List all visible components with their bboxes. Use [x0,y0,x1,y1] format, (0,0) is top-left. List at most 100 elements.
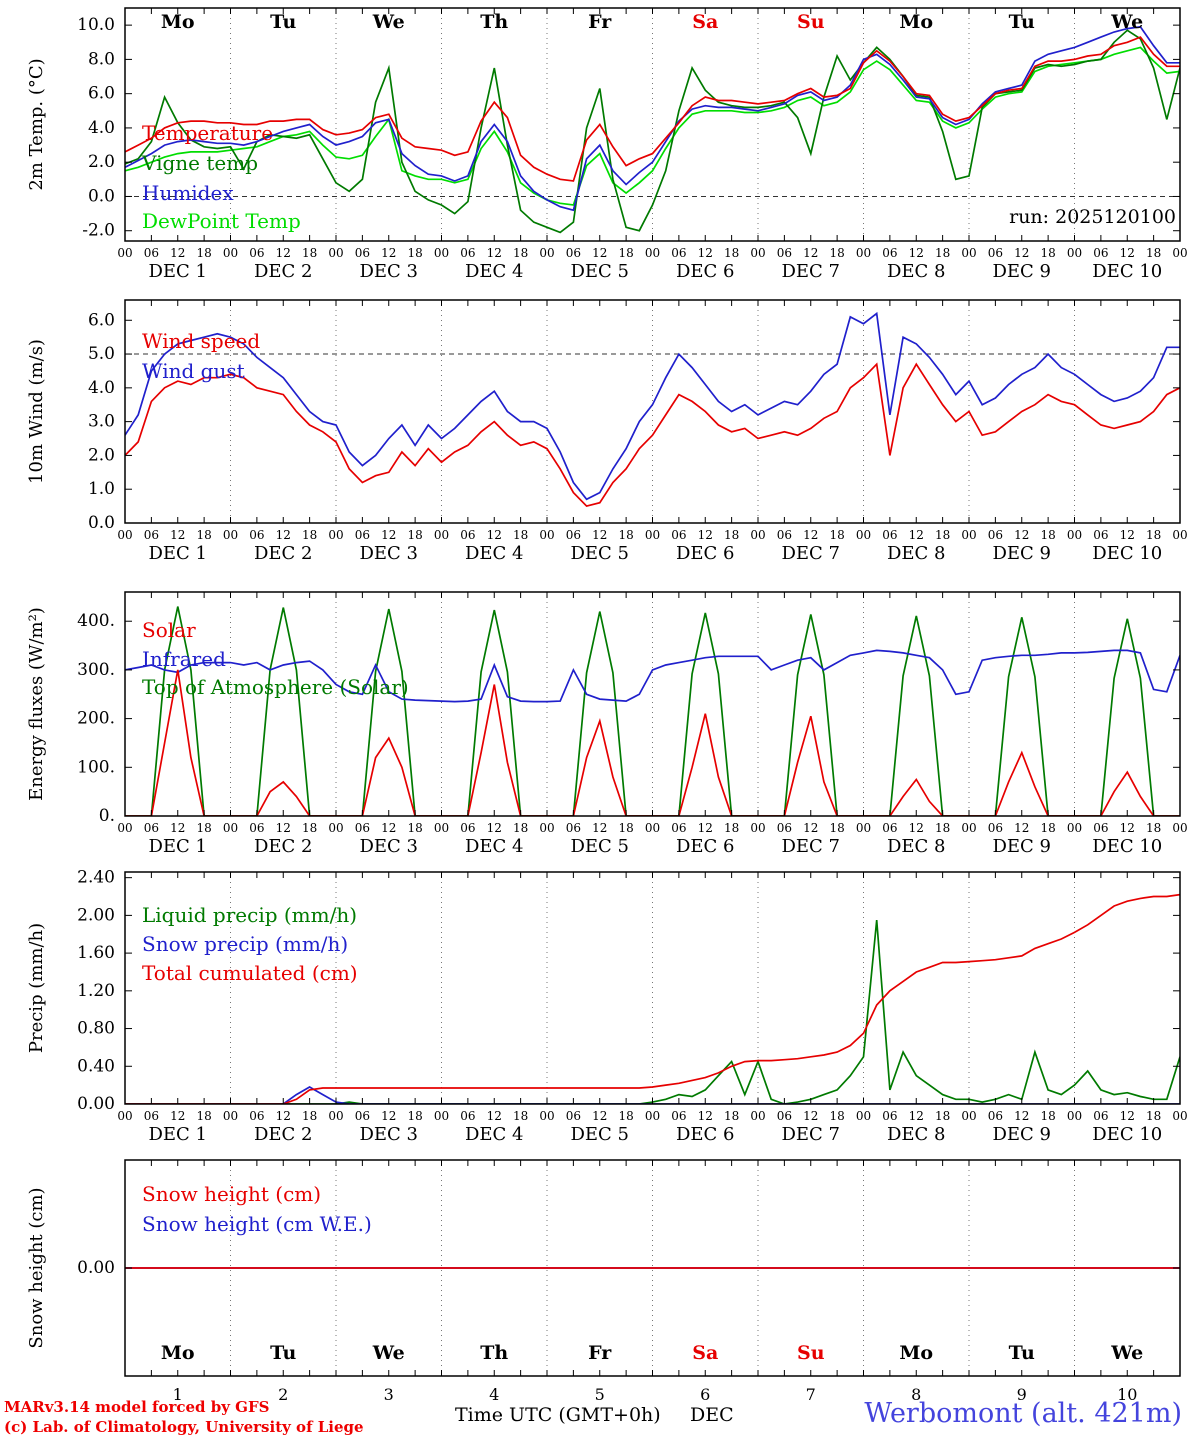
hour-tick-label: 12 [698,246,713,260]
hour-tick-label: 06 [671,246,686,260]
hour-tick-label: 12 [592,528,607,542]
date-label: DEC 6 [676,543,735,564]
hour-tick-label: 18 [513,528,528,542]
hour-tick-label: 12 [1120,528,1135,542]
hour-tick-label: 00 [223,821,238,835]
date-label: DEC 10 [1092,836,1162,857]
hour-tick-label: 18 [1146,821,1161,835]
date-label: DEC 10 [1092,261,1162,282]
hour-tick-label: 00 [539,1109,554,1123]
hour-tick-label: 12 [909,1109,924,1123]
hour-tick-label: 06 [1093,528,1108,542]
hour-tick-label: 18 [935,246,950,260]
credit-line-2: (c) Lab. of Climatology, University of L… [4,1418,364,1436]
hour-tick-label: 12 [487,821,502,835]
hour-tick-label: 06 [777,528,792,542]
date-label: DEC 6 [676,1124,735,1145]
date-label: DEC 9 [992,1124,1051,1145]
hour-tick-label: 18 [302,821,317,835]
date-label: DEC 5 [570,836,629,857]
hour-tick-label: 00 [961,821,976,835]
hour-tick-label: 12 [909,821,924,835]
date-label: DEC 4 [465,261,524,282]
hour-tick-label: 00 [645,528,660,542]
hour-tick-label: 06 [249,821,264,835]
date-label: DEC 2 [254,261,313,282]
hour-tick-label: 18 [407,821,422,835]
hour-tick-label: 00 [117,246,132,260]
day-number-label: 7 [806,1385,816,1404]
hour-tick-label: 12 [1120,1109,1135,1123]
day-number-label: 10 [1117,1385,1137,1404]
hour-tick-label: 12 [803,246,818,260]
y-tick-label: 2.40 [77,868,115,888]
hour-tick-label: 12 [909,246,924,260]
date-label: DEC 9 [992,836,1051,857]
date-label: DEC 2 [254,543,313,564]
weekday-label: We [1110,11,1143,33]
hour-tick-label: 12 [1014,821,1029,835]
series-wind-speed [125,362,1180,508]
hour-tick-label: 06 [144,1109,159,1123]
station-label: Werbomont (alt. 421m) [864,1398,1182,1429]
hour-tick-label: 18 [1040,528,1055,542]
legend-vigne-temp: Vigne temp [141,151,258,175]
hour-tick-label: 18 [196,528,211,542]
hour-tick-label: 06 [1093,1109,1108,1123]
date-label: DEC 8 [887,1124,946,1145]
hour-tick-label: 00 [434,821,449,835]
hour-tick-label: 06 [1093,246,1108,260]
date-label: DEC 3 [359,261,418,282]
y-axis-title: Snow height (cm) [26,1187,47,1348]
y-tick-label: 1.20 [77,981,115,1001]
hour-tick-label: 06 [460,1109,475,1123]
hour-tick-label: 18 [935,821,950,835]
hour-tick-label: 06 [671,821,686,835]
hour-tick-label: 12 [1014,528,1029,542]
hour-tick-label: 12 [803,821,818,835]
hour-tick-label: 00 [750,1109,765,1123]
hour-tick-label: 06 [460,528,475,542]
panel-snowheight: 0.00 Snow height (cm) Snow height (cm W.E.… [26,1159,1181,1377]
hour-tick-label: 00 [645,821,660,835]
hour-tick-label: 00 [1067,528,1082,542]
hour-tick-label: 06 [355,821,370,835]
legend-top-of-atmosphere-solar: Top of Atmosphere (Solar) [142,675,409,699]
hour-tick-label: 06 [988,528,1003,542]
hour-tick-label: 06 [355,528,370,542]
date-label: DEC 3 [359,1124,418,1145]
weekday-label: Tu [1009,11,1035,33]
hour-tick-label: 18 [829,821,844,835]
hour-tick-label: 18 [513,821,528,835]
hour-tick-label: 12 [698,1109,713,1123]
hour-tick-label: 06 [882,1109,897,1123]
hour-tick-label: 18 [196,821,211,835]
hour-tick-label: 12 [592,246,607,260]
hour-tick-label: 12 [170,528,185,542]
y-tick-label: 0.80 [77,1019,115,1039]
y-tick-label: 4.0 [88,118,115,138]
hour-tick-label: 00 [539,246,554,260]
hour-tick-label: 18 [724,1109,739,1123]
hour-tick-label: 00 [856,821,871,835]
hour-tick-label: 06 [355,246,370,260]
day-number-label: 2 [278,1385,288,1404]
hour-tick-label: 12 [276,528,291,542]
weekday-label: Th [480,1342,508,1364]
hour-tick-label: 12 [803,1109,818,1123]
date-label: DEC 3 [359,836,418,857]
hour-tick-label: 06 [460,821,475,835]
day-number-label: 9 [1017,1385,1027,1404]
y-tick-label: 0.00 [77,1258,115,1278]
hour-tick-label: 12 [170,1109,185,1123]
hour-tick-label: 18 [1040,246,1055,260]
hour-tick-label: 00 [223,528,238,542]
y-tick-label: 4.0 [88,378,115,398]
hour-tick-label: 06 [566,821,581,835]
hour-tick-label: 00 [328,528,343,542]
hour-tick-label: 18 [513,246,528,260]
weekday-label: Su [797,11,825,33]
hour-tick-label: 12 [170,246,185,260]
y-tick-label: 0.0 [88,186,115,206]
date-label: DEC 7 [781,1124,840,1145]
